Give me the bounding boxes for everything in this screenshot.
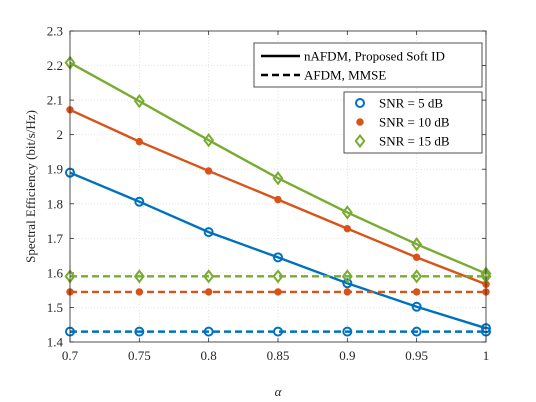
legend-marker-snr-10 — [356, 118, 364, 126]
data-point — [412, 253, 421, 262]
y-tick-label: 1.4 — [47, 335, 64, 350]
legend-snr-box — [343, 91, 483, 154]
series-line — [65, 167, 491, 334]
legend-marker — [354, 133, 366, 149]
data-point — [341, 205, 353, 220]
x-tick-label: 0.7 — [62, 348, 79, 363]
data-point — [133, 269, 145, 284]
series-line — [66, 288, 490, 296]
data-point — [203, 326, 214, 337]
y-axis-label: Spectral Efficiency (bit/s/Hz) — [23, 110, 38, 263]
legend-methods: nAFDM, Proposed Soft ID AFDM, MMSE — [253, 42, 483, 88]
data-point — [343, 224, 352, 233]
data-point — [411, 269, 423, 284]
x-tick-label: 0.85 — [267, 348, 290, 363]
y-tick-label: 1.5 — [47, 300, 63, 315]
data-point — [411, 301, 422, 312]
data-point — [203, 227, 214, 238]
legend-marker-snr-5 — [355, 98, 365, 108]
data-point — [133, 94, 145, 109]
data-point — [272, 269, 284, 284]
y-tick-label: 1.6 — [47, 265, 64, 280]
data-point — [273, 326, 283, 337]
data-point — [274, 288, 282, 296]
x-axis-label: α — [275, 384, 283, 399]
plot-area-frame — [69, 30, 487, 343]
data-point — [343, 288, 352, 296]
data-point — [203, 269, 215, 284]
y-tick-label: 2.1 — [47, 93, 63, 108]
legend-snr: SNR = 5 dB SNR = 10 dB SNR = 15 dB — [343, 91, 483, 154]
data-point — [273, 252, 283, 263]
data-point — [203, 133, 215, 148]
data-point — [411, 237, 423, 252]
data-point — [411, 326, 422, 337]
y-tick-label: 1.8 — [47, 196, 63, 211]
x-tick-label: 0.95 — [405, 348, 428, 363]
y-tick-label: 2.3 — [47, 24, 63, 39]
y-tick-label: 2 — [57, 127, 64, 142]
data-point — [342, 326, 353, 337]
data-point — [135, 137, 144, 146]
data-point — [272, 171, 284, 186]
y-tick-label: 2.2 — [47, 58, 63, 73]
legend-label-mmse: AFDM, MMSE — [304, 68, 386, 83]
legend-methods-box — [253, 42, 483, 88]
data-point — [412, 288, 421, 296]
data-point — [204, 288, 213, 296]
legend-marker — [355, 98, 365, 108]
data-point — [342, 278, 353, 289]
legend-marker-snr-15 — [354, 133, 366, 149]
series-path — [69, 61, 487, 275]
x-tick-label: 0.8 — [201, 348, 217, 363]
x-tick-label: 1 — [483, 348, 490, 363]
legend-label-proposed: nAFDM, Proposed Soft ID — [304, 49, 445, 64]
y-tick-label: 1.7 — [47, 231, 64, 246]
legend-label-snr-15: SNR = 15 dB — [379, 134, 450, 149]
series-line — [64, 55, 492, 281]
data-point — [204, 167, 213, 175]
data-point — [134, 196, 145, 207]
data-point — [134, 326, 145, 337]
y-tick-label: 1.9 — [47, 162, 63, 177]
data-point — [341, 269, 353, 284]
x-tick-label: 0.9 — [339, 348, 355, 363]
data-point — [135, 288, 144, 296]
x-tick-label: 0.75 — [128, 348, 151, 363]
legend-marker — [356, 118, 364, 126]
legend-label-snr-10: SNR = 10 dB — [379, 115, 450, 130]
series-path — [69, 171, 487, 330]
legend-label-snr-5: SNR = 5 dB — [379, 96, 443, 111]
data-point — [274, 195, 282, 204]
axis-ticks: 0.7 0.75 0.8 0.85 0.9 0.95 1 1.4 1.5 1.6 1.7 1.8 1.9… — [47, 24, 490, 364]
